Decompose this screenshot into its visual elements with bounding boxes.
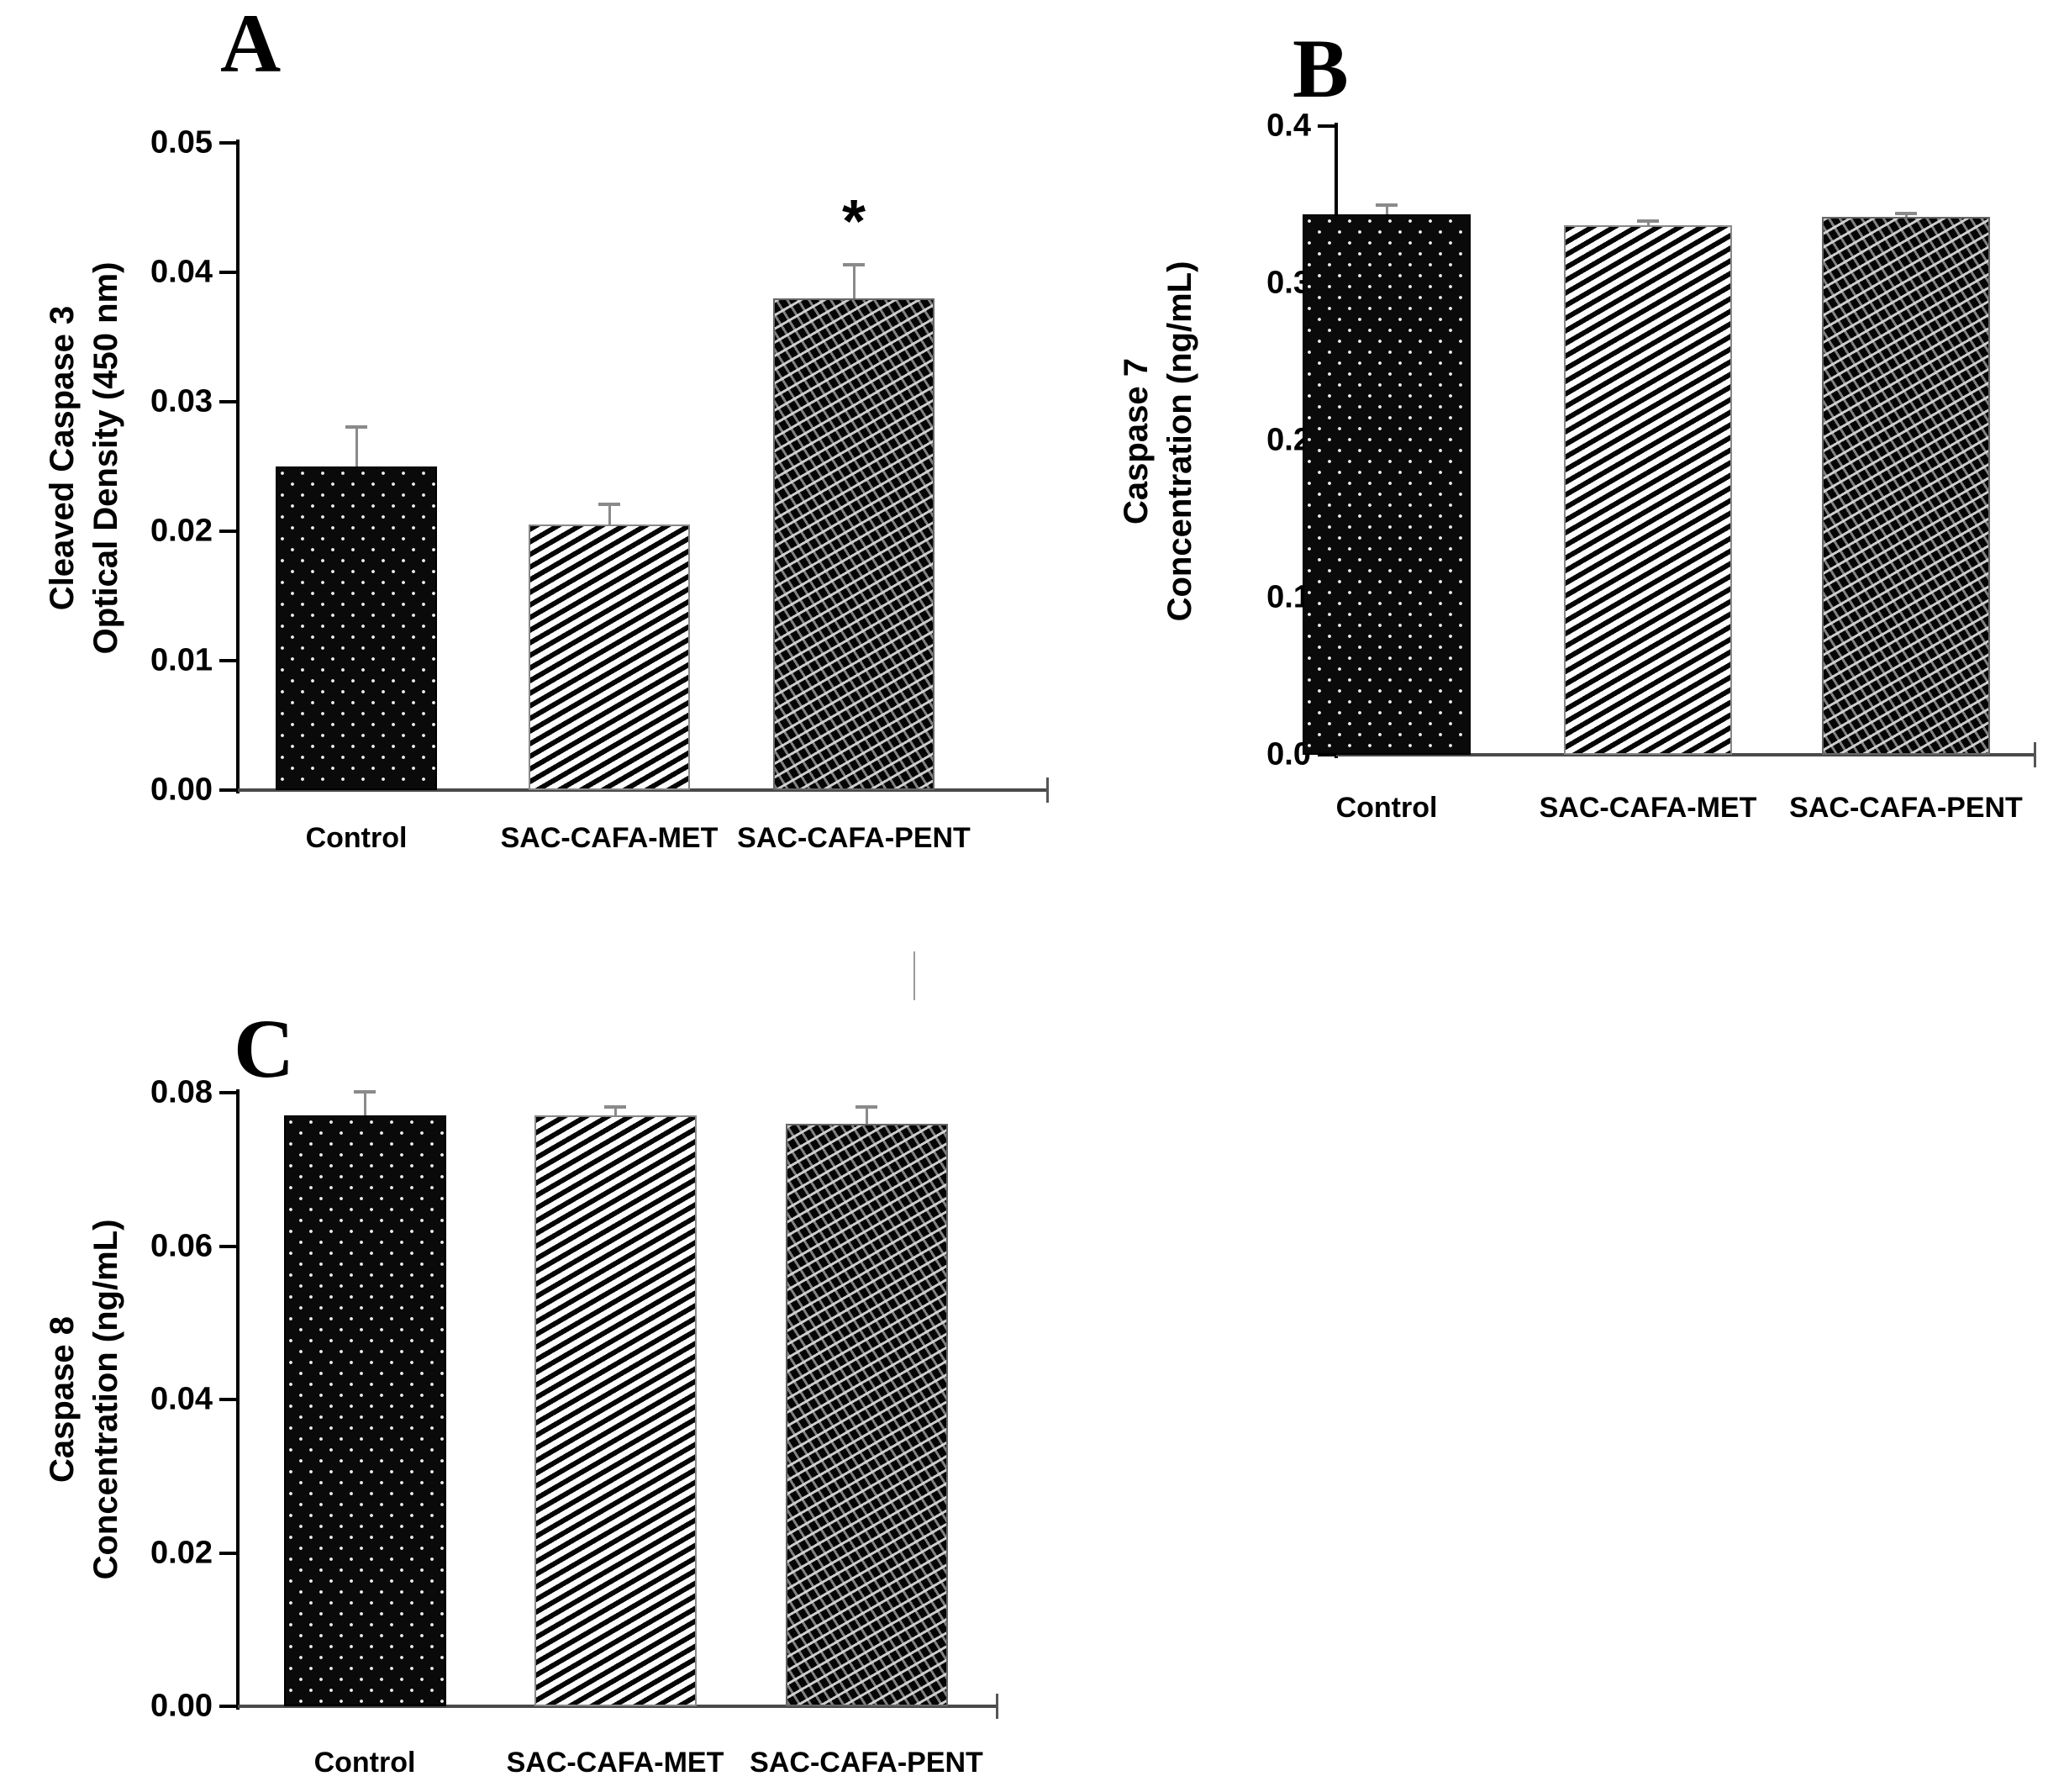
x-category-label: SAC-CAFA-PENT: [1789, 792, 2023, 824]
panel-label-B: B: [1293, 22, 1349, 115]
y-tick-label: 0.04: [150, 254, 213, 290]
panel-label-A: A: [220, 0, 282, 90]
bar-sac-cafa-met: [529, 524, 690, 790]
y-axis-line: [236, 1089, 240, 1710]
y-tick-label: 0.05: [150, 124, 213, 161]
y-axis-title-line: Caspase 7: [1118, 358, 1155, 524]
y-tick-label: 0.02: [150, 513, 213, 549]
stray-line-artifact: [913, 951, 915, 1000]
bar-sac-cafa-pent: [1822, 217, 1990, 755]
y-tick-label: 0.08: [150, 1074, 213, 1110]
x-axis-line: [238, 788, 1049, 792]
error-bar-stem: [608, 505, 611, 525]
y-axis-title: Cleaved Caspase 3 Optical Density (450 nm…: [40, 262, 128, 655]
y-tick: [1318, 753, 1335, 756]
y-axis-line: [236, 140, 240, 793]
bar-sac-cafa-pent: [773, 298, 934, 790]
error-bar-cap: [856, 1105, 877, 1109]
y-tick: [219, 1551, 236, 1555]
x-category-label: Control: [305, 822, 408, 854]
y-tick-label: 0.00: [150, 1688, 213, 1724]
x-category-label: SAC-CAFA-MET: [506, 1747, 724, 1779]
bar-control: [1303, 213, 1471, 755]
y-tick: [219, 400, 236, 403]
error-bar-stem: [1385, 206, 1388, 214]
x-axis-line: [1336, 753, 2036, 756]
y-tick-label: 0.0: [1266, 736, 1311, 772]
y-tick-label: 0.3: [1266, 265, 1311, 301]
y-tick: [219, 1244, 236, 1248]
x-axis-end-tick: [996, 1694, 998, 1719]
x-category-label: SAC-CAFA-MET: [500, 822, 719, 854]
error-bar-stem: [363, 1093, 366, 1116]
panel-label-C: C: [234, 1002, 295, 1095]
x-category-label: SAC-CAFA-PENT: [750, 1747, 983, 1779]
error-bar-stem: [1904, 213, 1908, 218]
significance-asterisk: *: [841, 188, 866, 256]
error-bar-cap: [345, 424, 367, 429]
y-tick-label: 0.00: [150, 772, 213, 808]
x-category-label: Control: [1335, 792, 1438, 824]
x-category-label: SAC-CAFA-MET: [1539, 792, 1757, 824]
y-tick: [219, 1091, 236, 1094]
error-bar-cap: [1895, 211, 1917, 215]
error-bar-stem: [355, 427, 358, 466]
y-tick-label: 0.04: [150, 1381, 213, 1417]
y-tick: [219, 1705, 236, 1708]
error-bar-stem: [865, 1108, 868, 1124]
error-bar-stem: [852, 266, 856, 298]
y-tick: [1318, 124, 1335, 128]
x-category-label: Control: [313, 1747, 416, 1779]
y-tick-label: 0.2: [1266, 422, 1311, 458]
error-bar-stem: [1646, 222, 1650, 225]
y-tick-label: 0.02: [150, 1535, 213, 1570]
error-bar-cap: [604, 1105, 626, 1109]
bar-sac-cafa-met: [534, 1115, 697, 1706]
y-tick: [219, 788, 236, 792]
x-axis-end-tick: [1046, 777, 1049, 803]
x-category-label: SAC-CAFA-PENT: [737, 822, 971, 854]
y-tick-label: 0.1: [1266, 579, 1311, 615]
y-tick: [219, 530, 236, 533]
x-axis-line: [238, 1705, 998, 1708]
y-tick-label: 0.4: [1266, 108, 1311, 144]
bar-control: [276, 466, 437, 790]
y-tick-label: 0.06: [150, 1228, 213, 1263]
y-tick: [219, 141, 236, 145]
error-bar-cap: [354, 1090, 376, 1094]
bar-sac-cafa-met: [1564, 224, 1732, 755]
x-axis-end-tick: [2034, 742, 2036, 767]
error-bar-cap: [598, 503, 620, 507]
y-axis-title-line: Optical Density (450 nm): [87, 261, 124, 655]
bar-control: [283, 1115, 446, 1706]
y-tick-label: 0.03: [150, 383, 213, 419]
error-bar-cap: [1376, 203, 1398, 208]
y-tick: [219, 659, 236, 662]
bar-sac-cafa-pent: [785, 1123, 948, 1706]
y-axis-title-line: Cleaved Caspase 3: [44, 305, 81, 611]
y-tick: [219, 271, 236, 274]
y-tick-label: 0.01: [150, 642, 213, 678]
y-axis-title-line: Caspase 8: [44, 1316, 81, 1483]
y-tick: [219, 1398, 236, 1401]
error-bar-cap: [843, 263, 865, 267]
error-bar-cap: [1637, 219, 1659, 224]
error-bar-stem: [613, 1108, 617, 1116]
